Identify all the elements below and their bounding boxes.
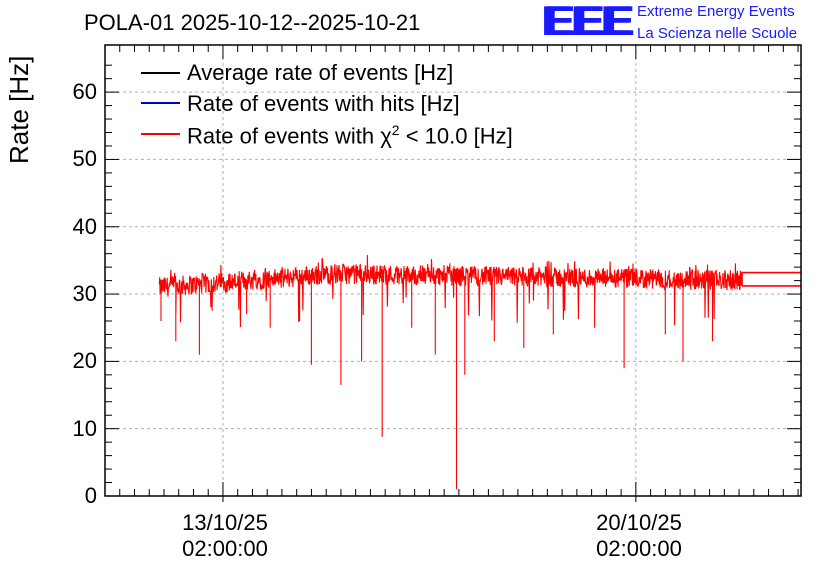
x-tick-label-1: 13/10/25 02:00:00	[145, 510, 305, 562]
legend-label-chi2: Rate of events with χ2 < 10.0 [Hz]	[187, 122, 513, 149]
x-tick-time-1: 02:00:00	[182, 536, 268, 561]
legend-chi2-post: < 10.0 [Hz]	[399, 123, 513, 149]
legend-label-average: Average rate of events [Hz]	[187, 60, 454, 85]
y-tick-label-10: 10	[72, 415, 97, 441]
eee-logo: EEE	[543, 0, 633, 45]
legend-chi2-sup: 2	[391, 122, 400, 138]
y-tick-label-50: 50	[72, 146, 97, 172]
legend-chi2-pre: Rate of events with	[187, 123, 381, 149]
y-tick-label-30: 30	[72, 281, 97, 307]
x-tick-label-2: 20/10/25 02:00:00	[559, 510, 719, 562]
x-tick-time-2: 02:00:00	[596, 536, 682, 561]
y-tick-label-20: 20	[72, 348, 97, 374]
x-tick-date-2: 20/10/25	[596, 510, 682, 535]
y-axis-label: Rate [Hz]	[4, 55, 34, 164]
logo-line-2: La Scienza nelle Scuole	[637, 25, 798, 42]
axis-ticks	[104, 45, 801, 502]
logo-line-1: Extreme Energy Events	[637, 3, 795, 20]
series-layer	[158, 254, 801, 490]
y-tick-label-60: 60	[72, 79, 97, 105]
legend-chi-symbol: χ	[380, 123, 392, 149]
legend-label-hits: Rate of events with hits [Hz]	[187, 91, 460, 116]
plot-border	[104, 44, 802, 497]
x-tick-date-1: 13/10/25	[182, 510, 268, 535]
y-tick-label-40: 40	[72, 213, 97, 239]
plot-frame	[104, 44, 802, 497]
y-tick-label-0: 0	[84, 483, 97, 508]
chart-title: POLA-01 2025-10-12--2025-10-21	[84, 10, 421, 35]
series-chi2-line	[158, 254, 743, 490]
legend-lines	[141, 72, 180, 135]
